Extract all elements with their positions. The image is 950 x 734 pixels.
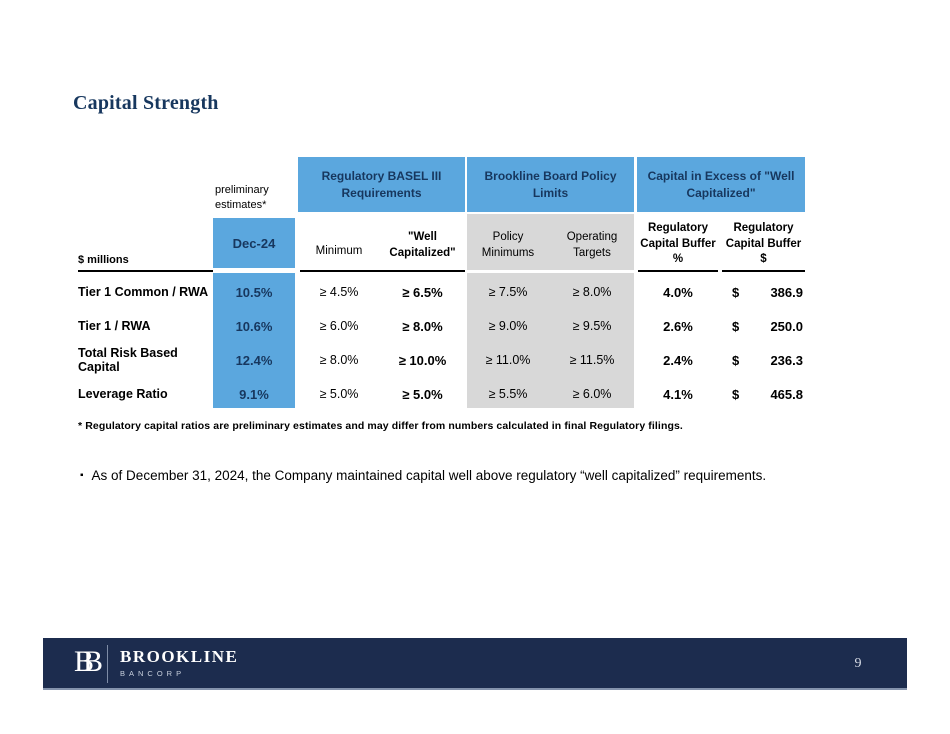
row-label: Total Risk Based Capital — [78, 346, 178, 374]
minimum-value: ≥ 4.5% — [319, 285, 359, 299]
column-header-regulatory-capital-buffer-pct: Regulatory Capital Buffer % — [640, 222, 716, 266]
well-capitalized-value: ≥ 5.0% — [402, 386, 443, 402]
page-number: 9 — [854, 656, 862, 671]
column-header-minimum: Minimum — [315, 245, 363, 257]
currency-sign: $ — [732, 352, 740, 368]
footnote: * Regulatory capital ratios are prelimin… — [78, 420, 683, 432]
brookline-logo-icon: B B — [74, 645, 114, 682]
buffer-usd-value: $ 465.8 — [722, 377, 805, 411]
operating-target-value: ≥ 11.5% — [569, 353, 615, 367]
buffer-pct-value: 4.0% — [663, 284, 693, 300]
minimum-value: ≥ 6.0% — [319, 319, 359, 333]
brand-name: BROOKLINE — [120, 647, 239, 666]
dec24-value: 12.4% — [235, 352, 273, 368]
table-row: Tier 1 Common / RWA 10.5% ≥ 4.5% ≥ 6.5% … — [78, 275, 808, 309]
buffer-usd-value: $ 236.3 — [722, 343, 805, 377]
currency-sign: $ — [732, 386, 740, 402]
brand-subtitle: BANCORP — [120, 669, 186, 678]
column-header-well-capitalized: "Well Capitalized" — [389, 231, 456, 259]
units-label: $ millions — [78, 254, 129, 266]
well-capitalized-value: ≥ 6.5% — [402, 284, 443, 300]
column-header-dec24: Dec-24 — [213, 218, 295, 268]
table-row: Leverage Ratio 9.1% ≥ 5.0% ≥ 5.0% ≥ 5.5%… — [78, 377, 808, 411]
group-header-capital-in-excess: Capital in Excess of "Well Capitalized" — [637, 157, 805, 212]
row-label: Tier 1 Common / RWA — [78, 285, 209, 299]
page-title: Capital Strength — [73, 92, 219, 114]
buffer-usd-value: $ 386.9 — [722, 275, 805, 309]
bullet-icon: ▪ — [80, 470, 84, 481]
policy-minimum-value: ≥ 11.0% — [485, 353, 531, 367]
buffer-usd-amount: 250.0 — [770, 318, 803, 334]
logo-letter-b: B — [83, 645, 104, 678]
dec24-column-fill — [213, 273, 295, 408]
dec24-value: 10.6% — [235, 318, 273, 334]
minimum-value: ≥ 8.0% — [319, 353, 359, 367]
policy-limits-header-fill — [467, 214, 634, 270]
buffer-pct-value: 4.1% — [663, 386, 693, 402]
policy-minimum-value: ≥ 7.5% — [488, 285, 528, 299]
logo-divider — [107, 645, 108, 683]
column-header-operating-targets: Operating Targets — [566, 231, 618, 259]
buffer-usd-amount: 465.8 — [770, 386, 803, 402]
capital-strength-table: Regulatory BASEL III Requirements Brookl… — [78, 157, 808, 409]
header-rule-labels — [78, 270, 213, 272]
well-capitalized-value: ≥ 8.0% — [402, 318, 443, 334]
row-label: Leverage Ratio — [78, 387, 168, 401]
table-row: Total Risk Based Capital 12.4% ≥ 8.0% ≥ … — [78, 343, 808, 377]
operating-target-value: ≥ 8.0% — [572, 285, 612, 299]
row-label: Tier 1 / RWA — [78, 319, 151, 333]
group-header-basel-requirements: Regulatory BASEL III Requirements — [298, 157, 465, 212]
column-header-regulatory-capital-buffer-usd: Regulatory Capital Buffer $ — [725, 222, 802, 266]
policy-limits-column-fill — [467, 273, 634, 408]
bullet-text: As of December 31, 2024, the Company mai… — [91, 468, 767, 483]
dec24-value: 10.5% — [235, 284, 273, 300]
minimum-value: ≥ 5.0% — [319, 387, 359, 401]
operating-target-value: ≥ 6.0% — [572, 387, 612, 401]
operating-target-value: ≥ 9.5% — [572, 319, 612, 333]
buffer-usd-value: $ 250.0 — [722, 309, 805, 343]
currency-sign: $ — [732, 284, 740, 300]
buffer-pct-value: 2.4% — [663, 352, 693, 368]
bullet-item: ▪ As of December 31, 2024, the Company m… — [80, 467, 880, 484]
group-header-board-policy-limits: Brookline Board Policy Limits — [467, 157, 634, 212]
buffer-usd-amount: 236.3 — [770, 352, 803, 368]
header-rule-buffer-pct — [638, 270, 718, 272]
column-header-policy-minimums: Policy Minimums — [481, 231, 535, 259]
buffer-usd-amount: 386.9 — [770, 284, 803, 300]
well-capitalized-value: ≥ 10.0% — [398, 352, 447, 368]
table-row: Tier 1 / RWA 10.6% ≥ 6.0% ≥ 8.0% ≥ 9.0% … — [78, 309, 808, 343]
header-rule-basel — [300, 270, 465, 272]
footer-bar: B B BROOKLINE BANCORP 9 — [43, 638, 907, 690]
currency-sign: $ — [732, 318, 740, 334]
logo-letter-b: B — [74, 645, 95, 678]
brand-block: BROOKLINE BANCORP — [120, 647, 238, 678]
policy-minimum-value: ≥ 9.0% — [488, 319, 528, 333]
preliminary-estimates-note: preliminary estimates* — [215, 184, 269, 211]
header-rule-buffer-usd — [722, 270, 805, 272]
policy-minimum-value: ≥ 5.5% — [488, 387, 528, 401]
buffer-pct-value: 2.6% — [663, 318, 693, 334]
dec24-value: 9.1% — [239, 386, 269, 402]
